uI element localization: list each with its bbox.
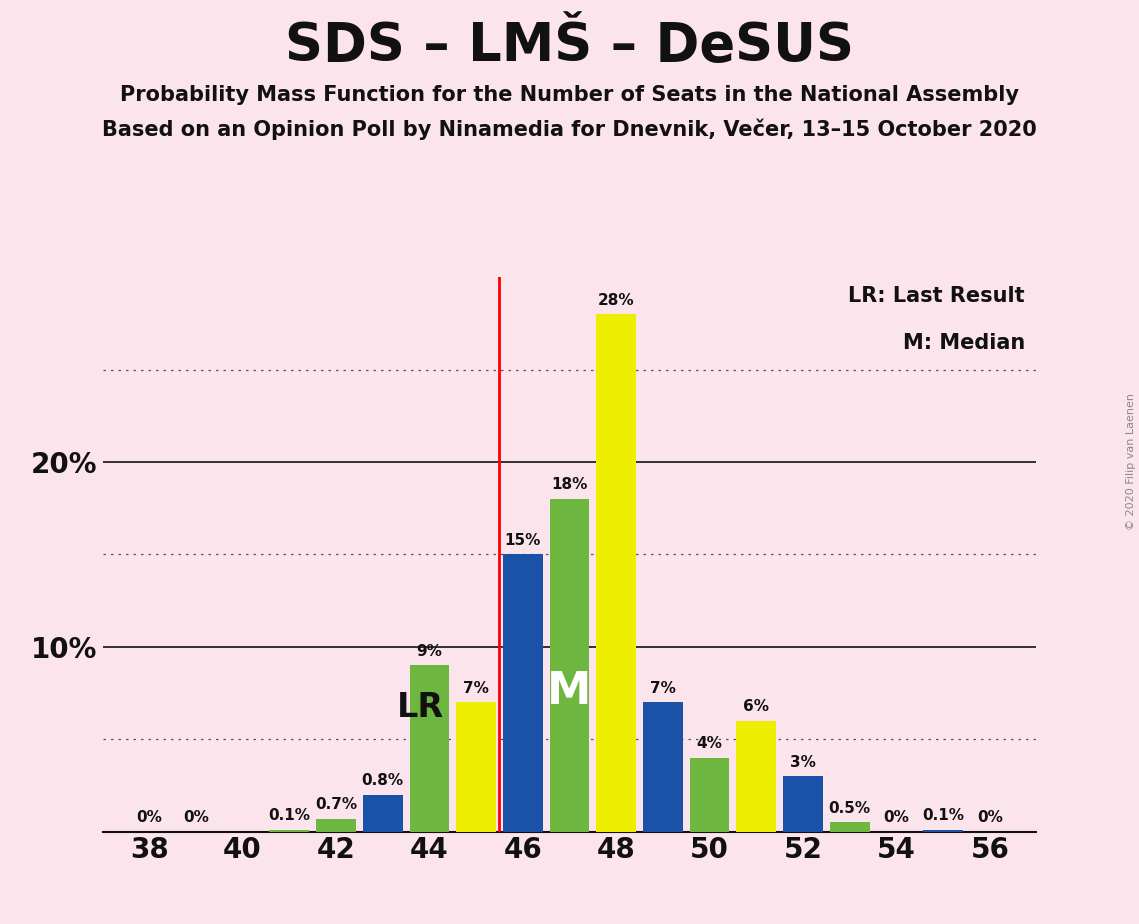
Text: Based on an Opinion Poll by Ninamedia for Dnevnik, Večer, 13–15 October 2020: Based on an Opinion Poll by Ninamedia fo… [103, 118, 1036, 140]
Text: 0%: 0% [183, 810, 208, 825]
Text: 0%: 0% [884, 810, 909, 825]
Text: 4%: 4% [697, 736, 722, 751]
Bar [363, 795, 402, 832]
Text: 3%: 3% [790, 755, 816, 770]
Text: 9%: 9% [417, 644, 442, 659]
Text: 0.5%: 0.5% [829, 801, 870, 816]
Text: 0%: 0% [137, 810, 162, 825]
Text: 0%: 0% [977, 810, 1002, 825]
Text: 7%: 7% [464, 681, 489, 696]
Bar [924, 830, 962, 832]
Bar [503, 554, 542, 832]
Text: M: M [548, 671, 591, 713]
Text: M: Median: M: Median [903, 333, 1025, 353]
Text: 18%: 18% [551, 478, 588, 492]
Bar [690, 758, 729, 832]
Text: 6%: 6% [744, 699, 769, 714]
Text: 0.7%: 0.7% [316, 797, 357, 812]
Text: 0.8%: 0.8% [362, 773, 403, 788]
Bar [270, 830, 309, 832]
Text: SDS – LMŠ – DeSUS: SDS – LMŠ – DeSUS [285, 20, 854, 72]
Bar [317, 819, 355, 832]
Bar [410, 665, 449, 832]
Bar [830, 822, 869, 832]
Bar [737, 721, 776, 832]
Bar [784, 776, 822, 832]
Text: LR: Last Result: LR: Last Result [849, 286, 1025, 307]
Text: © 2020 Filip van Laenen: © 2020 Filip van Laenen [1126, 394, 1136, 530]
Text: 7%: 7% [650, 681, 675, 696]
Bar [550, 499, 589, 832]
Text: 0.1%: 0.1% [269, 808, 310, 823]
Text: 0.1%: 0.1% [923, 808, 964, 823]
Text: 28%: 28% [598, 293, 634, 308]
Bar [597, 314, 636, 832]
Bar [457, 702, 495, 832]
Text: Probability Mass Function for the Number of Seats in the National Assembly: Probability Mass Function for the Number… [120, 85, 1019, 105]
Bar [644, 702, 682, 832]
Text: LR: LR [396, 691, 443, 724]
Text: 15%: 15% [505, 533, 541, 548]
